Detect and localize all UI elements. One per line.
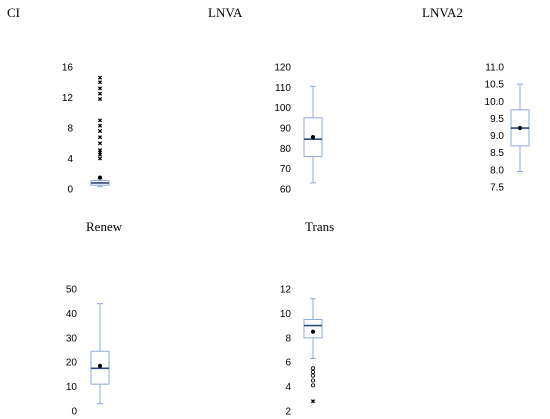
mean-marker [97,363,103,368]
outlier-point [97,75,103,80]
y-tick-label: 11.0 [485,63,504,74]
y-tick-label: 100 [274,103,291,114]
outlier-point [310,366,315,371]
boxplot-trans: 2 4 6 8 10 12 [280,285,323,418]
y-tick-label: 9.0 [490,131,504,142]
title-ci: CI [7,5,20,20]
outlier-point [97,123,103,128]
y-tick-label: 60 [280,185,292,196]
mean-marker [97,175,103,180]
iqr-box [303,319,323,339]
outlier-point [97,148,103,153]
y-tick-label: 30 [66,333,78,344]
outlier-point [97,91,103,96]
boxplot-lnva2: 7.5 8.0 8.5 9.0 9.5 10.0 10.5 11.0 [485,63,530,194]
outlier-point [97,135,103,140]
y-tick-label: 7.5 [490,183,504,194]
outlier-point [310,378,315,383]
outlier-point [97,128,103,134]
outlier-point [97,118,103,123]
outlier-point [310,373,315,378]
y-tick-label: 8 [285,333,291,344]
y-tick-label: 12 [280,285,292,296]
boxplot-renew: 0 10 20 30 40 50 [66,285,110,418]
y-tick-label: 20 [66,358,78,369]
y-tick-label: 10.5 [485,80,505,91]
mean-marker [310,329,316,334]
title-lnva: LNVA [208,5,243,20]
boxplot-ci: 0 4 8 12 16 [62,63,110,196]
y-tick-label: 80 [280,144,292,155]
y-tick-label: 50 [66,285,78,296]
mean-marker [310,135,316,140]
y-tick-label: 8.5 [490,148,504,159]
title-renew: Renew [86,219,123,234]
outlier-point [97,156,103,161]
y-tick-label: 4 [67,154,73,165]
y-tick-label: 9.5 [490,114,504,125]
y-tick-label: 120 [274,63,291,74]
y-tick-label: 2 [285,407,291,418]
extreme-point [310,399,316,404]
y-tick-label: 70 [280,164,292,175]
boxplot-lnva: 60 70 80 90 100 110 120 [274,63,323,196]
y-tick-label: 0 [71,407,77,418]
mean-marker [517,125,523,131]
outlier-point [97,86,103,91]
outlier-point [97,96,103,102]
y-tick-label: 8 [67,124,73,135]
y-tick-label: 12 [62,93,74,104]
title-lnva2: LNVA2 [422,5,463,20]
y-tick-label: 40 [66,309,78,320]
y-tick-label: 10.0 [485,97,505,108]
title-trans: Trans [305,219,334,234]
outlier-point [97,141,103,146]
y-tick-label: 0 [67,185,73,196]
y-tick-label: 10 [280,309,292,320]
y-tick-label: 4 [285,382,291,393]
y-tick-label: 16 [62,63,74,74]
y-tick-label: 110 [275,83,291,94]
plot-area: 0481216607080901001101207.58.08.59.09.51… [62,63,530,418]
y-tick-label: 90 [280,124,292,135]
outlier-point [310,383,315,388]
y-tick-label: 8.0 [490,165,504,176]
outlier-point [310,369,315,374]
y-tick-label: 10 [66,382,78,393]
outlier-point [97,80,103,85]
y-tick-label: 6 [285,358,291,369]
